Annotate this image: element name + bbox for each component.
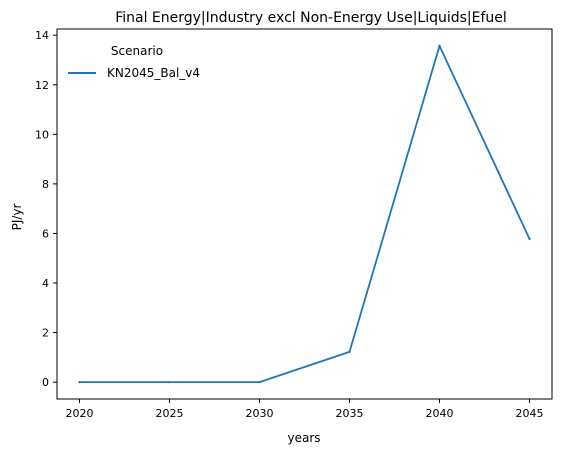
chart-title: Final Energy|Industry excl Non-Energy Us… — [115, 10, 507, 26]
y-tick-label: 8 — [42, 178, 49, 191]
series-line-KN2045_Bal_v4 — [79, 44, 531, 384]
x-tick-label: 2030 — [246, 407, 274, 420]
data-point — [168, 380, 171, 384]
series-layer — [78, 44, 531, 384]
y-tick-label: 0 — [42, 376, 49, 389]
y-tick-label: 10 — [35, 128, 49, 141]
data-point — [528, 237, 531, 241]
x-tick-label: 2040 — [426, 407, 454, 420]
y-tick-label: 6 — [42, 227, 49, 240]
y-tick-label: 2 — [42, 327, 49, 340]
x-tick-label: 2020 — [66, 407, 94, 420]
legend-entry-label: KN2045_Bal_v4 — [107, 66, 200, 80]
y-tick-label: 4 — [42, 277, 49, 290]
x-axis: 2020 2025 2030 2035 2040 2045 — [66, 399, 544, 420]
x-tick-label: 2045 — [516, 407, 544, 420]
y-tick-label: 14 — [35, 29, 49, 42]
legend: Scenario KN2045_Bal_v4 — [68, 44, 200, 80]
x-tick-label: 2035 — [336, 407, 364, 420]
legend-title: Scenario — [111, 44, 163, 58]
data-point — [78, 380, 81, 384]
data-point — [438, 44, 441, 48]
y-tick-label: 12 — [35, 79, 49, 92]
y-axis-label: PJ/yr — [10, 204, 24, 231]
x-axis-label: years — [287, 431, 320, 445]
y-axis: 0 2 4 6 8 10 12 14 — [35, 29, 57, 389]
data-point — [258, 380, 261, 384]
x-tick-label: 2025 — [156, 407, 184, 420]
plot-area — [56, 28, 553, 400]
data-point — [348, 350, 351, 354]
